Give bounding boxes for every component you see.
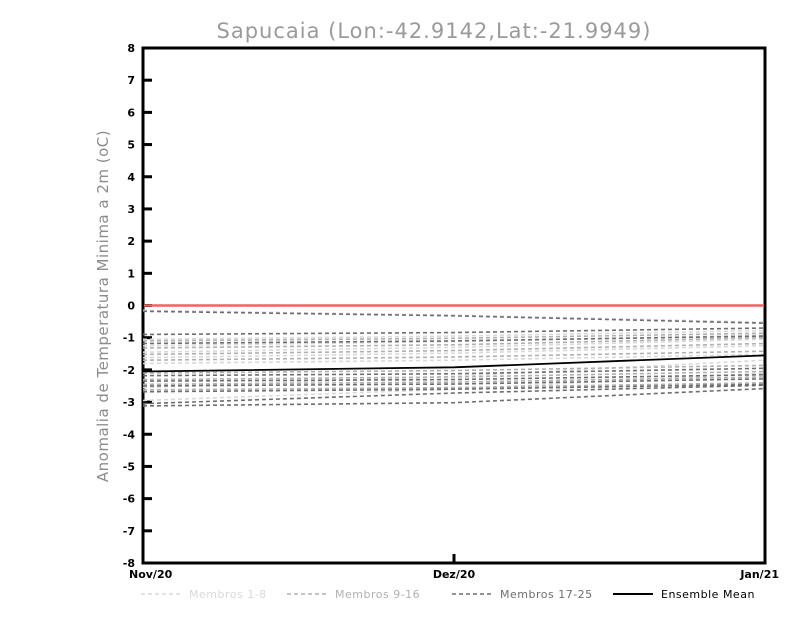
y-tick-label: -6	[123, 493, 136, 506]
member-line	[142, 370, 766, 381]
ensemble-mean-line	[142, 354, 766, 373]
y-tick-label: 4	[127, 171, 135, 184]
y-axis-label: Anomalia de Temperatura Minima a 2m (oC)	[94, 130, 112, 482]
ensemble-mean-polyline	[142, 354, 766, 373]
y-tick-label: 1	[127, 267, 135, 280]
y-tick-label: -3	[123, 396, 135, 409]
member-line	[142, 373, 766, 382]
x-axis-ticks: Nov/20 Dez/20 Jan/21	[129, 554, 779, 581]
y-tick-label: 8	[127, 42, 135, 55]
legend-label-4: Ensemble Mean	[661, 588, 755, 601]
y-tick-label: -4	[123, 428, 136, 441]
member-line	[142, 310, 766, 325]
x-tick-label: Nov/20	[129, 568, 173, 581]
chart-title: Sapucaia (Lon:-42.9142,Lat:-21.9949)	[217, 19, 652, 43]
member-line	[142, 344, 766, 359]
member-line	[142, 329, 766, 341]
member-line	[142, 384, 766, 405]
member-line	[142, 367, 766, 377]
y-tick-label: 0	[127, 300, 135, 313]
y-tick-label: 7	[127, 74, 135, 87]
legend-label-1: Membros 1-8	[189, 588, 267, 601]
member-line	[142, 335, 766, 345]
y-tick-label: -5	[123, 460, 135, 473]
chart-legend: Membros 1-8 Membros 9-16 Membros 17-25 Ense…	[141, 588, 755, 601]
y-tick-label: 2	[127, 235, 135, 248]
x-tick-label: Dez/20	[433, 568, 476, 581]
legend-label-2: Membros 9-16	[335, 588, 420, 601]
member-line	[142, 353, 766, 365]
member-line	[142, 376, 766, 386]
member-line	[142, 327, 766, 336]
member-line	[142, 383, 766, 393]
legend-label-3: Membros 17-25	[500, 588, 593, 601]
member-line	[142, 338, 766, 353]
y-tick-label: -8	[123, 557, 135, 570]
x-tick-label: Jan/21	[739, 568, 779, 581]
member-line	[142, 387, 766, 407]
y-tick-label: -2	[123, 364, 135, 377]
member-line	[142, 342, 766, 356]
y-tick-label: 3	[127, 203, 135, 216]
member-line	[142, 350, 766, 362]
y-tick-label: 6	[127, 106, 135, 119]
member-line	[142, 364, 766, 374]
member-line	[142, 378, 766, 387]
y-tick-label: -1	[123, 332, 135, 345]
member-line	[142, 336, 766, 349]
y-tick-label: -7	[123, 525, 135, 538]
member-lines	[142, 309, 766, 407]
member-line	[142, 332, 766, 342]
member-line	[142, 381, 766, 391]
y-tick-label: 5	[127, 139, 135, 152]
